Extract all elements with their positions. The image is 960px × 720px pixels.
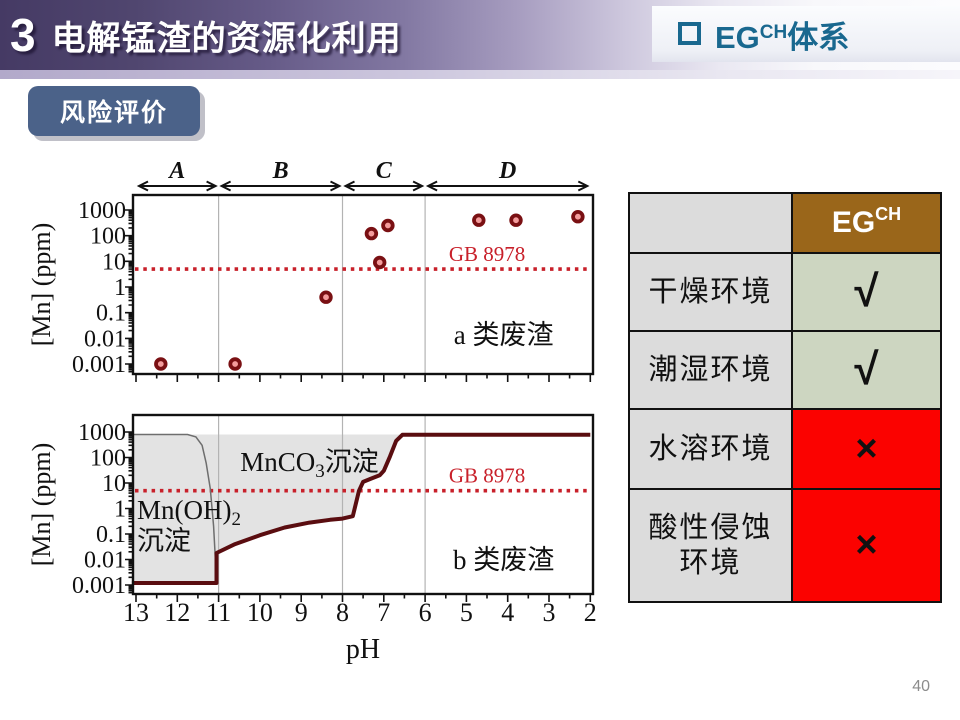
- x-tick-label: 11: [206, 598, 231, 627]
- y-axis-title: [Mn] (ppm): [30, 443, 56, 566]
- arrowhead-right: [577, 180, 590, 192]
- egch-sup: CH: [875, 203, 902, 224]
- page-title: 电解锰渣的资源化利用: [51, 19, 402, 58]
- axis-ticks: [125, 209, 592, 382]
- arrowhead-right: [412, 180, 425, 192]
- x-tick-label: 7: [377, 598, 390, 627]
- y-axis-title: [Mn] (ppm): [30, 223, 56, 346]
- x-tick-label: 10: [247, 598, 273, 627]
- x-axis-title: pH: [346, 634, 380, 665]
- region-label: C: [376, 158, 393, 184]
- arrowhead-right: [206, 180, 218, 192]
- arrowhead-right: [330, 180, 342, 192]
- check-mark: √: [854, 345, 879, 394]
- scatter-point: [228, 357, 242, 371]
- scatter-point: [472, 213, 486, 227]
- y-tick-label: 1000: [78, 198, 126, 224]
- table-header-empty-cell: [630, 194, 793, 254]
- environment-suitability-table: EG CH 干燥环境 √ 潮湿环境 √ 水溶环境 × 酸性侵蚀 环境 ×: [628, 192, 942, 603]
- x-tick-label: 8: [336, 598, 349, 627]
- mnco3-area-label: MnCO3沉淀: [240, 447, 379, 482]
- result-acid: ×: [793, 490, 940, 601]
- y-tick-label: 1000: [78, 420, 126, 446]
- scatter-point: [154, 357, 168, 371]
- y-tick-label: 10: [102, 471, 126, 497]
- row-label-dry: 干燥环境: [630, 254, 793, 332]
- scatter-point: [381, 218, 395, 233]
- y-tick-label: 0.001: [72, 573, 126, 599]
- arrowhead-left: [219, 180, 232, 192]
- mnoh2-label-line2: 沉淀: [137, 526, 191, 556]
- cross-mark: ×: [855, 427, 878, 470]
- x-tick-label: 6: [419, 598, 432, 627]
- y-tick-label: 100: [90, 446, 126, 472]
- corner-label-sup: CH: [759, 21, 788, 43]
- section-number: 3: [10, 9, 36, 61]
- row-label-humid: 潮湿环境: [630, 332, 793, 410]
- egch-main: EG: [831, 206, 876, 239]
- region-label: B: [272, 158, 289, 184]
- y-tick-label: 0.01: [84, 548, 126, 574]
- region-label: A: [167, 158, 185, 184]
- scatter-point: [571, 209, 585, 224]
- scatter-point: [319, 290, 333, 304]
- arrowhead-left: [136, 180, 149, 192]
- corner-label-rest: 体系: [787, 19, 850, 55]
- gb8978-label: GB 8978: [449, 464, 525, 488]
- result-aqueous: ×: [793, 410, 940, 490]
- header-title-group: 3 电解锰渣的资源化利用: [10, 0, 402, 70]
- y-tick-label: 1: [114, 275, 126, 301]
- scatter-point: [509, 213, 523, 227]
- corner-label-main: EG: [715, 19, 760, 55]
- x-tick-label: 3: [543, 598, 556, 627]
- risk-assessment-badge: 风险评价: [28, 86, 200, 136]
- row-label-aqueous: 水溶环境: [630, 410, 793, 490]
- cross-mark: ×: [855, 524, 878, 566]
- series-annotation-a: a 类废渣: [454, 320, 554, 350]
- y-tick-label: 0.01: [84, 326, 126, 352]
- page-number: 40: [912, 678, 930, 695]
- x-tick-label: 9: [295, 598, 308, 627]
- check-mark: √: [854, 267, 879, 316]
- y-tick-label: 0.001: [72, 352, 126, 378]
- scatter-point: [364, 226, 379, 241]
- precipitation-shaded-area: [131, 434, 403, 583]
- corner-panel: EGCH体系: [652, 6, 960, 62]
- region-label: D: [498, 158, 516, 184]
- arrowhead-left: [343, 180, 355, 192]
- mn-solubility-curve: [131, 432, 591, 585]
- corner-system-label: EGCH体系: [715, 12, 849, 57]
- x-tick-label: 4: [501, 598, 514, 627]
- y-tick-label: 0.1: [96, 522, 126, 548]
- result-humid: √: [793, 332, 940, 410]
- y-tick-label: 1: [114, 497, 126, 523]
- header-accent-strip: [0, 70, 960, 79]
- y-tick-label: 100: [90, 224, 126, 250]
- arrowhead-left: [425, 180, 438, 192]
- series-annotation-b: b 类废渣: [453, 545, 554, 575]
- table-header-egch: EG CH: [793, 194, 940, 254]
- square-bullet-icon: [678, 21, 701, 45]
- scatter-point: [373, 255, 387, 270]
- gb8978-label: GB 8978: [449, 242, 525, 266]
- row-label-acid: 酸性侵蚀 环境: [630, 490, 793, 601]
- mnoh2-label: Mn(OH)2: [137, 495, 241, 530]
- y-tick-label: 0.1: [96, 301, 126, 327]
- x-tick-label: 2: [584, 598, 597, 627]
- x-tick-label: 5: [460, 598, 473, 627]
- axis-ticks: [125, 431, 592, 602]
- result-dry: √: [793, 254, 940, 332]
- x-tick-label: 12: [164, 598, 190, 627]
- x-tick-label: 13: [123, 598, 149, 627]
- y-tick-label: 10: [102, 249, 126, 275]
